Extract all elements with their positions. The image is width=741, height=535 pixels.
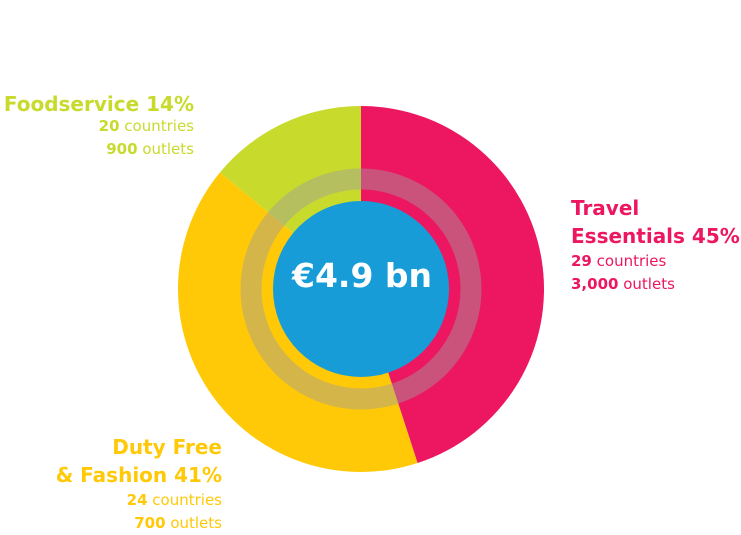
- label-travel-outlets: 3,000 outlets: [571, 273, 740, 296]
- outlets-count: 700: [134, 514, 166, 532]
- segment-name: & Fashion: [55, 463, 168, 487]
- segment-percent: 41%: [174, 463, 222, 487]
- pie-slice-travel-essentials: [361, 106, 544, 464]
- label-travel-title-line2: Essentials 45%: [571, 222, 740, 250]
- label-travel-title-line1: Travel: [571, 196, 640, 220]
- countries-count: 20: [98, 117, 120, 135]
- segment-percent: 14%: [146, 92, 194, 116]
- label-foodservice-outlets: 900 outlets: [4, 138, 194, 161]
- outlets-count: 3,000: [571, 275, 619, 293]
- countries-count: 29: [571, 252, 592, 270]
- label-dutyfree-outlets: 700 outlets: [56, 512, 222, 535]
- countries-text: countries: [124, 117, 194, 135]
- label-travel-essentials: Travel Essentials 45% 29 countries 3,000…: [571, 194, 740, 296]
- label-foodservice: Foodservice 14% 20 countries 900 outlets: [4, 93, 194, 161]
- outlets-text: outlets: [623, 275, 675, 293]
- label-dutyfree-title-line1: Duty Free: [112, 435, 222, 459]
- countries-count: 24: [126, 491, 148, 509]
- center-disc: [273, 201, 449, 377]
- label-travel-countries: 29 countries: [571, 250, 740, 273]
- label-duty-free-fashion: Duty Free & Fashion 41% 24 countries 700…: [56, 433, 222, 535]
- total-revenue-value: €4.9 bn: [291, 256, 433, 295]
- label-dutyfree-title-line2: & Fashion 41%: [56, 461, 222, 489]
- outlets-text: outlets: [142, 140, 194, 158]
- countries-text: countries: [152, 491, 222, 509]
- outlets-text: outlets: [170, 514, 222, 532]
- countries-text: countries: [596, 252, 667, 270]
- label-foodservice-countries: 20 countries: [4, 115, 194, 138]
- inner-ring-overlay: [240, 168, 482, 410]
- label-foodservice-title: Foodservice 14%: [4, 93, 194, 115]
- label-dutyfree-countries: 24 countries: [56, 489, 222, 512]
- segment-name: Essentials: [571, 224, 685, 248]
- segment-name: Foodservice: [3, 92, 140, 116]
- outlets-count: 900: [106, 140, 138, 158]
- segment-percent: 45%: [691, 224, 740, 248]
